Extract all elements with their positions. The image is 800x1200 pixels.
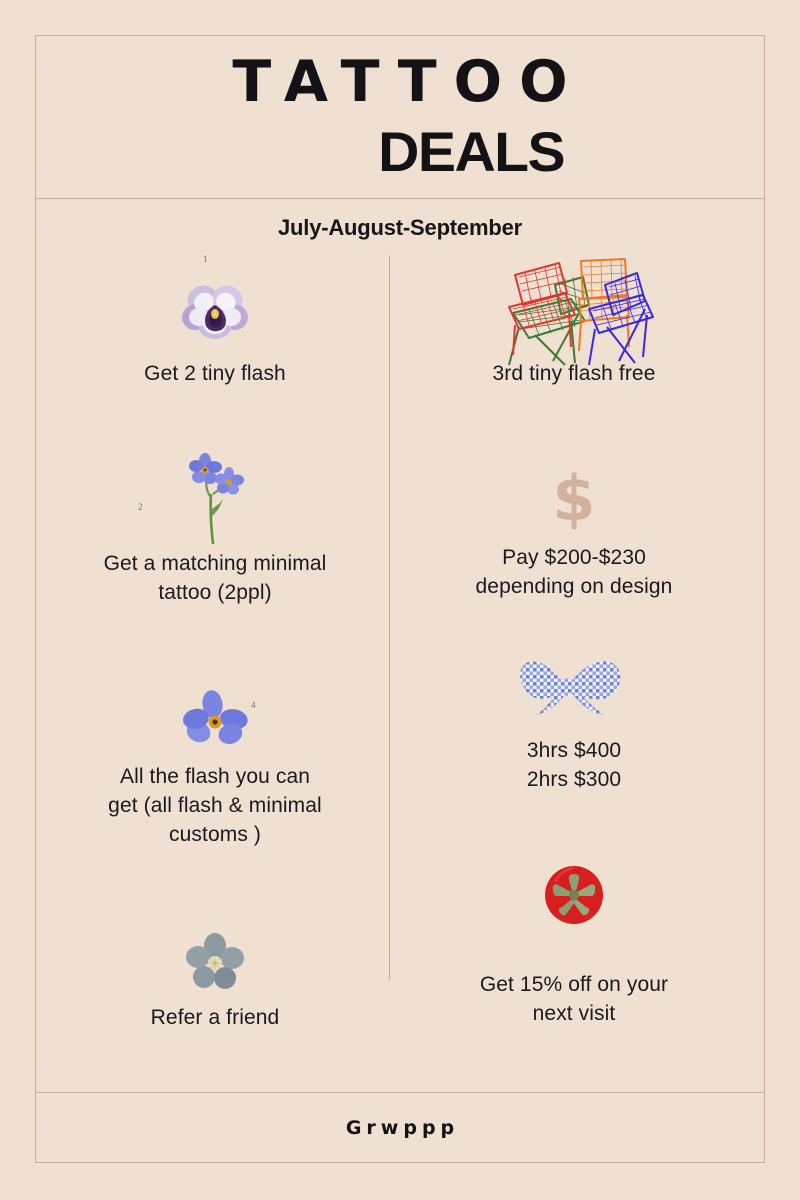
deal-art [404,235,744,366]
tick-mark-2: 2 [138,502,143,512]
deal-item: 2 [45,439,385,607]
deal-caption: 3rd tiny flash free [492,362,656,385]
deal-item: 3hrs $400 2hrs $300 [404,626,744,794]
deal-art [404,846,744,970]
gingham-bow-icon [520,661,621,715]
deal-item: 4 All the flash you can get (a [45,652,385,849]
deal-item: $ Pay $200-$230 depending on design [404,433,744,601]
deal-caption: Get 15% off on your next visit [479,973,669,1025]
season-label: July-August-September [278,215,522,240]
deal-item: Get 15% off on your next visit [404,846,744,1028]
deal-art [404,626,744,736]
folding-chairs-icon [508,258,654,366]
page-subtitle-text: DEALS [378,120,566,183]
blue-flower-icon [183,690,248,745]
deal-item: Refer a friend [45,893,385,1032]
pansy-flower-icon [182,285,248,339]
deals-column-right: 3rd tiny flash free $ Pay $200-$230 depe… [404,241,744,1028]
page-title: TATTOO [232,49,585,115]
brand-name: Grwppp [345,1116,460,1139]
forget-me-not-sprig-icon [189,453,244,545]
deal-item: 1 [45,249,385,388]
poster-header: TATTOO DEALS [36,36,764,199]
deal-art: 1 [45,249,385,359]
deals-column-left: 1 [45,241,385,1032]
deal-art [45,893,385,1003]
deal-caption: Get a matching minimal tattoo (2ppl) [103,552,327,604]
deal-art: 4 [45,652,385,762]
deal-item: 3rd tiny flash free [404,235,744,388]
deal-art: $ [404,433,744,543]
page-subtitle: DEALS [36,124,764,180]
deal-caption: Refer a friend [150,1006,280,1029]
tick-mark-1: 1 [203,254,208,264]
deal-caption: 3hrs $400 2hrs $300 [526,739,622,791]
tick-mark-4: 4 [251,700,256,710]
poster-frame: TATTOO DEALS July-August-September 1 [35,35,765,1163]
deal-art: 2 [45,439,385,549]
tomato-icon [545,866,603,924]
poster-footer: Grwppp [36,1092,764,1162]
deal-caption: Get 2 tiny flash [144,362,286,385]
column-divider [389,255,390,980]
dollar-sign-icon: $ [552,462,596,535]
gray-flower-icon [186,933,244,989]
deal-caption: Pay $200-$230 depending on design [475,546,673,598]
deal-caption: All the flash you can get (all flash & m… [108,765,322,846]
deals-body: 1 [36,241,764,1092]
